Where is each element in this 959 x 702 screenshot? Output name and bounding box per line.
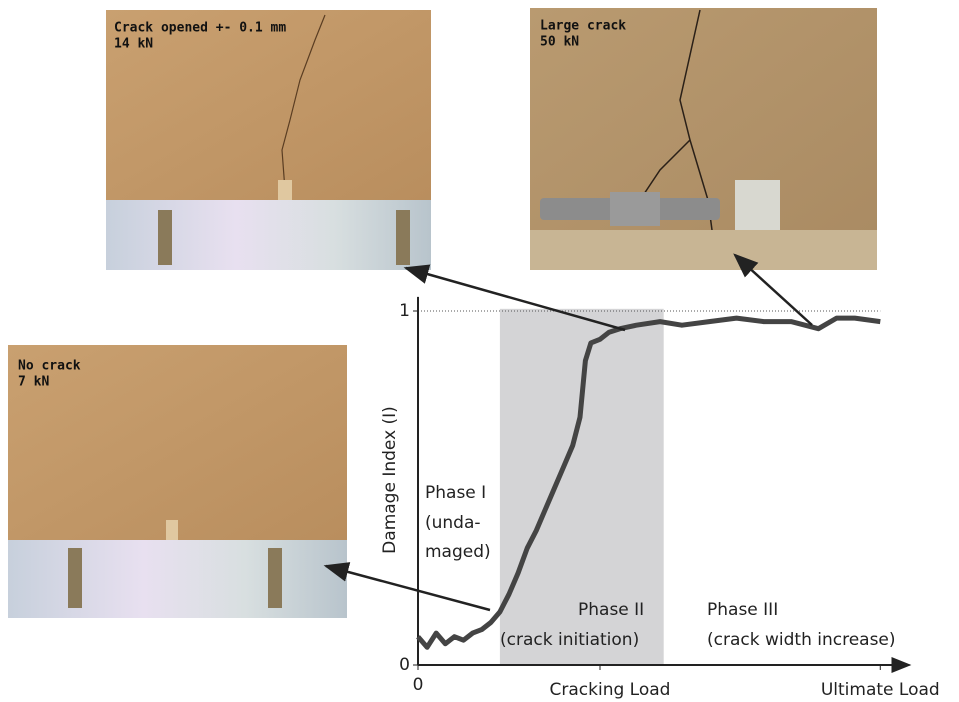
photo-caption: No crack [18, 359, 81, 374]
y-axis-label: Damage Index (I) [380, 406, 400, 554]
y-tick-label: 1 [399, 301, 410, 321]
annotation: Phase III [707, 600, 778, 620]
annotation: Phase I [425, 483, 486, 503]
x-tick-label: Ultimate Load [821, 680, 940, 700]
annotation: Phase II [578, 600, 644, 620]
photo-caption: Large crack [540, 19, 626, 34]
photo-caption: Crack opened +- 0.1 mm [114, 21, 286, 36]
photo: Crack opened +- 0.1 mm 14 kN [106, 10, 431, 270]
photo-caption: 7 kN [18, 375, 49, 390]
annotation: (crack initiation) [500, 630, 639, 650]
x-tick-label: 0 [413, 675, 424, 695]
annotation: (crack width increase) [707, 630, 896, 650]
x-tick-label: Cracking Load [550, 680, 671, 700]
photo: Large crack 50 kN [530, 8, 877, 270]
annotation: (unda- [425, 513, 481, 533]
annotation: maged) [425, 542, 491, 562]
arrow [326, 566, 490, 610]
photo-caption: 14 kN [114, 37, 153, 52]
photo-caption: 50 kN [540, 35, 579, 50]
figure: Crack opened +- 0.1 mm 14 kN Large crack… [0, 0, 959, 702]
y-tick-label: 0 [399, 655, 410, 675]
photo: No crack 7 kN [8, 345, 347, 618]
